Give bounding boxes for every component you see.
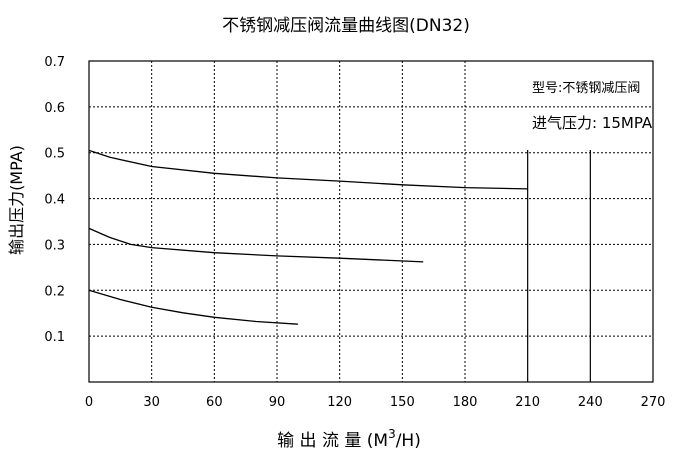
x-tick-label-3: 90 [269, 395, 286, 410]
grid-lines [89, 61, 653, 382]
y-tick-label-2: 0.3 [44, 238, 65, 253]
x-tick-label-1: 30 [143, 395, 160, 410]
y-tick-label-6: 0.7 [44, 55, 65, 70]
chart-title: 不锈钢减压阀流量曲线图(DN32) [222, 16, 470, 36]
x-tick-label-9: 270 [641, 395, 666, 410]
x-axis-label: 输 出 流 量 (M3/H) [277, 427, 421, 451]
x-tick-label-6: 180 [453, 395, 478, 410]
series-line-1 [88, 227, 424, 263]
y-axis-ticks: 0.1 0.2 0.3 0.4 0.5 0.6 0.7 [44, 55, 65, 345]
y-tick-label-5: 0.6 [44, 101, 65, 116]
y-tick-label-1: 0.2 [44, 284, 65, 299]
y-tick-label-4: 0.5 [44, 147, 65, 162]
y-axis-label: 输出压力(MPA) [7, 145, 26, 255]
x-axis-label-main: 输 出 流 量 (M [277, 431, 388, 451]
x-tick-label-8: 240 [578, 395, 603, 410]
x-tick-label-2: 60 [206, 395, 223, 410]
series-line-0 [88, 149, 528, 190]
annotation-inlet-pressure: 进气压力: 15MPA [532, 114, 653, 132]
plot-frame [88, 60, 654, 383]
y-tick-label-0: 0.1 [44, 330, 65, 345]
x-tick-label-5: 150 [390, 395, 415, 410]
series-line-2 [88, 289, 298, 325]
x-axis-label-sup: 3 [388, 427, 396, 441]
annotation-model: 型号:不锈钢减压阀 [532, 81, 640, 96]
series-lines [88, 149, 528, 325]
x-axis-label-tail: /H) [396, 431, 421, 451]
x-tick-label-4: 120 [327, 395, 352, 410]
x-tick-label-0: 0 [85, 395, 93, 410]
x-tick-label-7: 210 [515, 395, 540, 410]
y-tick-label-3: 0.4 [44, 193, 65, 208]
x-axis-ticks: 0 30 60 90 120 150 180 210 240 270 [85, 395, 666, 410]
